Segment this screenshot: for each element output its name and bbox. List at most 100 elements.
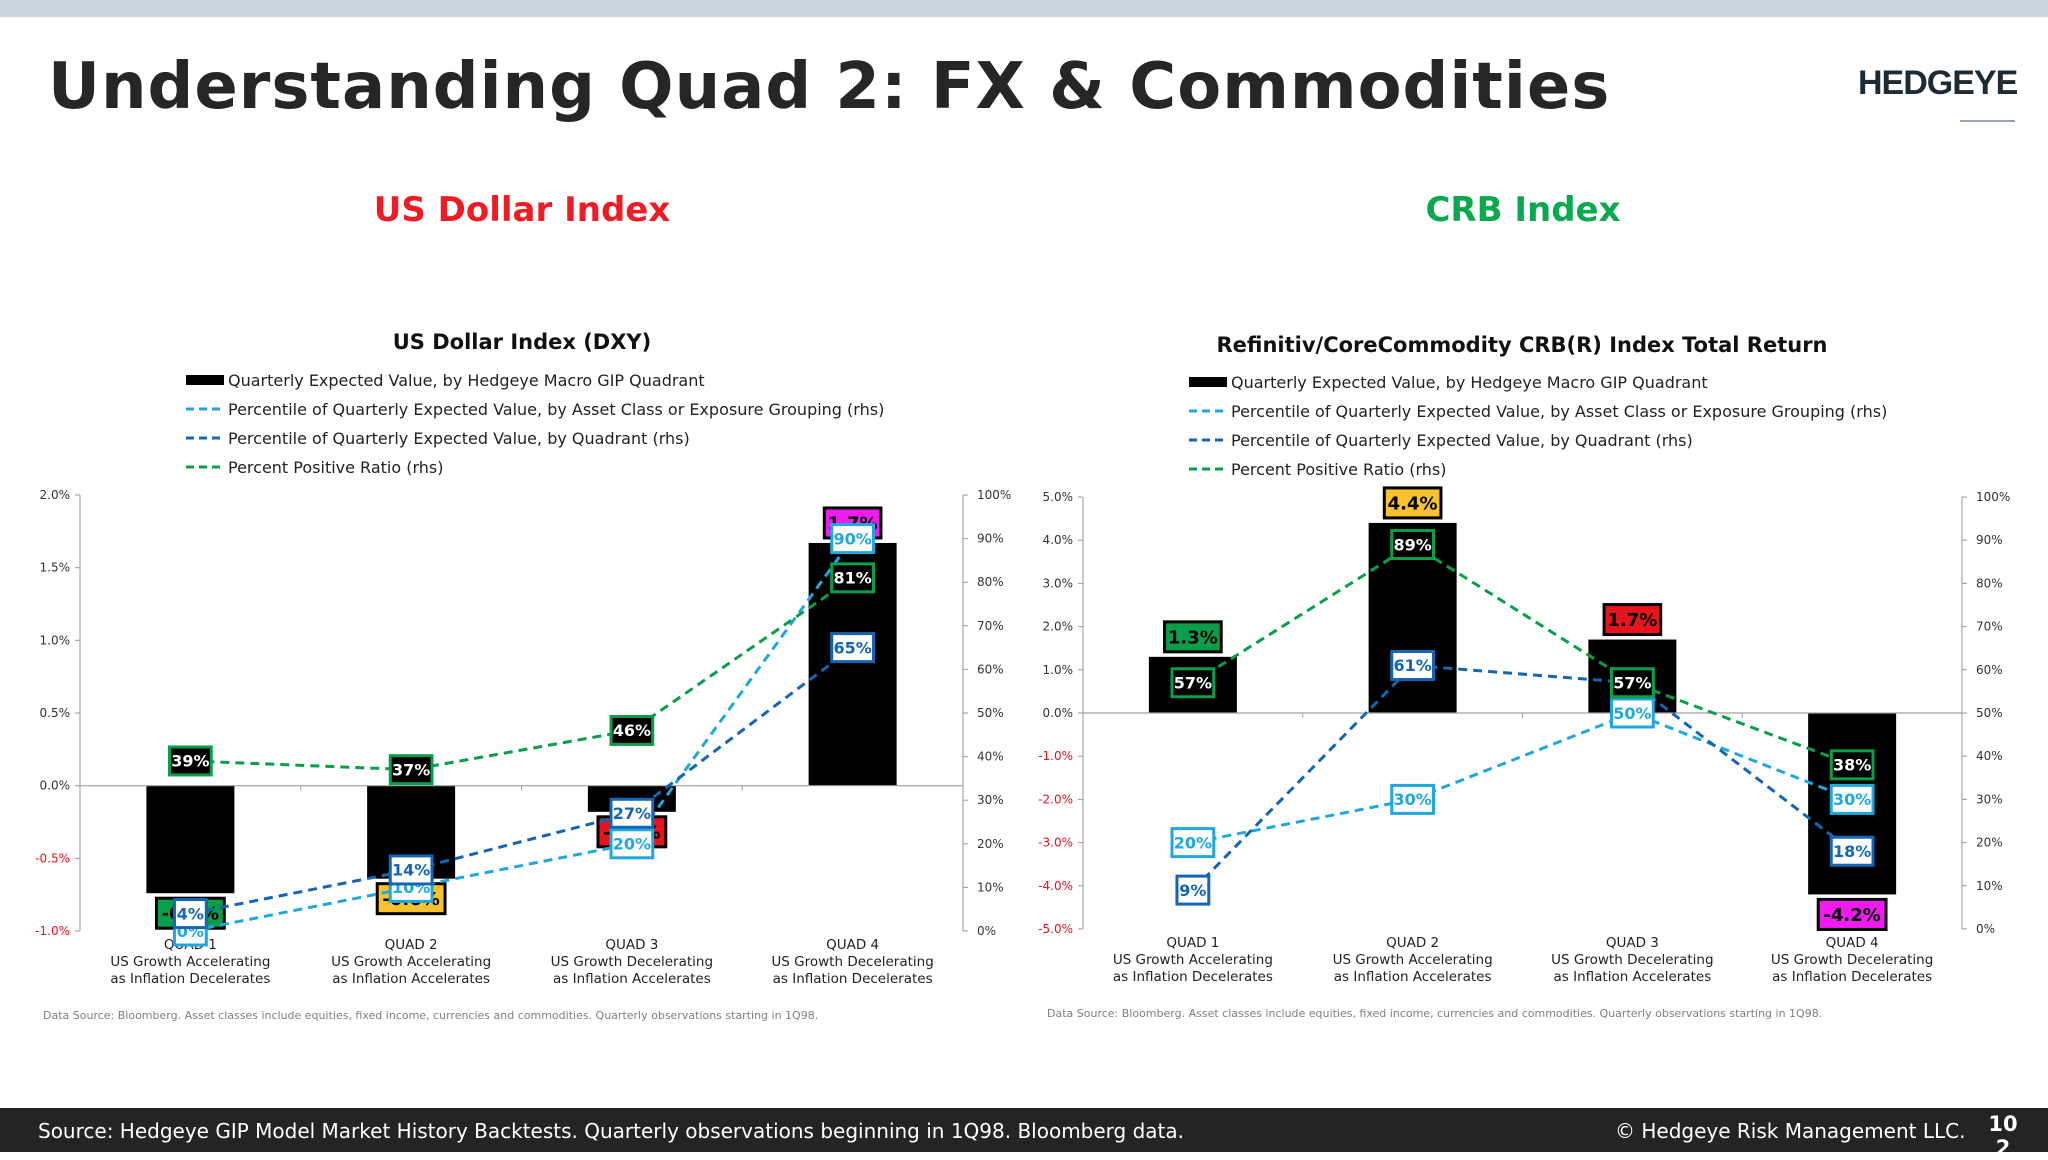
chart-crb-percent-positive-line-point-2-box [1390,529,1436,561]
footer-source-text: Source: Hedgeye GIP Model Market History… [38,1119,1185,1143]
chart-crb-category-label: US Growth Accelerating [1113,952,1273,968]
chart-crb-bar-label-1: 1.3% [1163,620,1223,654]
chart-dxy-percent-positive-line-point-2: 37% [388,754,434,786]
chart-dxy-quadrant-percentile-line-point-3: 27% [609,797,655,829]
chart-crb-footnote: Data Source: Bloomberg. Asset classes in… [1047,1007,1822,1020]
chart-crb-asset-class-percentile-line-point-1-text: 20% [1174,833,1212,852]
chart-dxy-asset-class-percentile-line-point-4-box [830,523,876,555]
chart-crb-quadrant-percentile-line-point-4-text: 18% [1833,842,1871,861]
chart-crb-quadrant-percentile-line-point-1-box [1175,874,1211,906]
chart-crb-percent-positive-line-point-4-box [1829,749,1875,781]
chart-dxy-y2-tick-label: 20% [977,837,1004,851]
chart-crb-category-label: as Inflation Decelerates [1772,969,1932,985]
chart-dxy-category-label: US Growth Decelerating [771,954,933,970]
chart-crb-percent-positive-line-point-1-text: 57% [1174,674,1212,693]
chart-dxy-percent-positive-line-point-3-box [609,714,655,746]
chart-crb-bar-label-4-box [1816,897,1888,931]
chart-dxy-y-tick-label: 2.0% [40,488,71,502]
chart-dxy-y2-tick-label: 90% [977,532,1004,546]
chart-crb-quadrant-percentile-line-point-4-box [1829,835,1875,867]
chart-crb-y2-tick-label: 30% [1976,792,2003,806]
chart-dxy-asset-class-percentile-line-point-3-box [609,828,655,860]
chart-dxy-percent-positive-line-point-4-text: 81% [833,569,871,588]
chart-crb-quadrant-percentile-line [1191,663,1854,892]
chart-dxy-category-label: US Growth Accelerating [331,954,491,970]
chart-crb-percent-positive-line-point-1-box [1170,667,1216,699]
chart-crb-asset-class-percentile-line-point-2-text: 30% [1393,790,1431,809]
section-title-crb: CRB Index [1425,190,1621,230]
chart-dxy-quadrant-percentile-line-point-3-box [609,797,655,829]
chart-crb-category-label: QUAD 3 [1606,935,1659,951]
chart-dxy-category-label: as Inflation Accelerates [332,971,490,987]
chart-dxy-quadrant-percentile-line [190,646,854,916]
chart-dxy-legend-label-1: Percentile of Quarterly Expected Value, … [228,400,884,419]
chart-dxy-y-tick-label: 0.0% [40,779,71,793]
chart-dxy-y2-tick-label: 100% [977,488,1011,502]
chart-dxy-y-tick-label: -0.5% [35,851,70,865]
chart-crb-asset-class-percentile-line-point-4-box [1829,783,1875,815]
chart-crb-bar-label-2: 4.4% [1382,486,1443,520]
chart-crb-bar-label-3: 1.7% [1602,603,1663,637]
chart-dxy-y2-tick-label: 80% [977,575,1004,589]
chart-dxy-legend-label-0: Quarterly Expected Value, by Hedgeye Mac… [228,371,705,390]
chart-dxy-percent-positive-line-point-4-box [830,562,876,594]
chart-crb-bar-label-3-text: 1.7% [1607,610,1657,631]
chart-crb-category-label: US Growth Decelerating [1551,952,1713,968]
chart-crb-quadrant-percentile-line-point-4: 18% [1829,835,1875,867]
chart-dxy-quadrant-percentile-line-point-4: 65% [830,632,876,664]
logo-underline [1960,120,2015,122]
chart-crb-y-tick-label: 2.0% [1043,620,1074,634]
page-number: 102 [1988,1112,2018,1160]
chart-crb-y2-tick-label: 40% [1976,749,2003,763]
chart-crb-y-tick-label: -4.0% [1038,879,1073,893]
chart-crb-asset-class-percentile-line-point-4-text: 30% [1833,790,1871,809]
chart-dxy-category-label: QUAD 4 [826,937,879,953]
chart-dxy-percent-positive-line-point-4: 81% [830,562,876,594]
chart-crb-category-label: QUAD 1 [1166,935,1219,951]
chart-dxy-quadrant-percentile-line-point-2: 14% [388,854,434,886]
chart-crb-bar-label-3-box [1602,603,1663,637]
chart-dxy-percent-positive-line-point-1: 39% [167,745,213,777]
chart-dxy-percent-positive-line-point-3: 46% [609,714,655,746]
chart-dxy-y2-tick-label: 60% [977,662,1004,676]
chart-crb-y-tick-label: 4.0% [1043,533,1074,547]
chart-crb-percent-positive-line-point-3-text: 57% [1613,674,1651,693]
chart-crb-percent-positive-line [1192,542,1853,767]
chart-crb-percent-positive-line-point-2: 89% [1390,529,1436,561]
chart-dxy-category-label: as Inflation Accelerates [553,971,711,987]
chart-crb-legend-label-2: Percentile of Quarterly Expected Value, … [1231,431,1693,450]
chart-crb-category-label: QUAD 4 [1826,935,1879,951]
chart-crb-bar-label-2-box [1382,486,1443,520]
chart-crb-y2-tick-label: 10% [1976,879,2003,893]
chart-crb-asset-class-percentile-line-point-1: 20% [1170,827,1216,859]
chart-dxy-category-label: as Inflation Decelerates [110,971,270,987]
chart-crb-y-tick-label: 5.0% [1043,490,1074,504]
chart-dxy-legend-label-2: Percentile of Quarterly Expected Value, … [228,429,690,448]
chart-dxy-y-tick-label: 1.0% [40,633,71,647]
hedgeye-logo: HEDGEYE [1858,64,2018,102]
chart-crb-category-label: as Inflation Decelerates [1113,969,1273,985]
page-title: Understanding Quad 2: FX & Commodities [48,50,1611,124]
chart-crb-quadrant-percentile-line-point-2: 61% [1390,649,1436,681]
chart-dxy-quadrant-percentile-line-point-2-text: 14% [392,861,430,880]
chart-dxy-legend-label-3: Percent Positive Ratio (rhs) [228,458,443,477]
chart-crb-bar-label-1-box [1163,620,1223,654]
chart-dxy-y2-tick-label: 30% [977,793,1004,807]
chart-dxy-category-label: QUAD 3 [605,937,658,953]
chart-crb-y-tick-label: -5.0% [1038,922,1073,936]
chart-crb-asset-class-percentile-line [1192,711,1853,845]
chart-crb-bar-label-2-text: 4.4% [1388,493,1438,514]
chart-crb-asset-class-percentile-line-point-4: 30% [1829,783,1875,815]
chart-crb-percent-positive-line-point-3: 57% [1609,667,1655,699]
chart-crb-legend-swatch-bar [1189,377,1227,387]
chart-crb-y2-tick-label: 80% [1976,576,2003,590]
chart-dxy-percent-positive-line-point-2-box [388,754,434,786]
chart-crb-percent-positive-line-point-3-box [1609,667,1655,699]
chart-dxy-y2-tick-label: 10% [977,880,1004,894]
chart-crb-quadrant-percentile-line-point-1-text: 9% [1179,881,1206,900]
chart-dxy-bar-1 [146,785,235,894]
chart-dxy-y-tick-label: 0.5% [40,706,71,720]
chart-dxy-quadrant-percentile-line-point-1-text: 4% [177,904,204,923]
chart-crb-category-label: US Growth Decelerating [1771,952,1933,968]
